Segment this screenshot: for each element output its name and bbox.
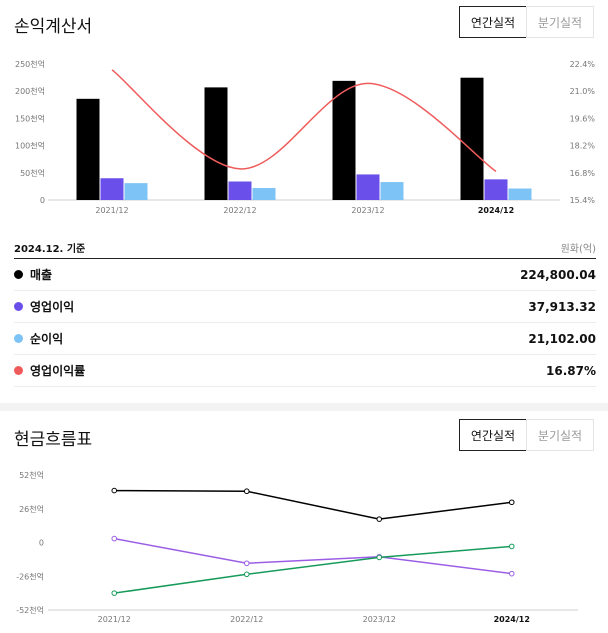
summary-value: 37,913.32 [528,299,596,314]
bar-0 [76,98,100,200]
y-axis-tick-label: 200천억 [15,86,45,96]
bar-2 [508,188,532,200]
cashflow-series-line-0 [114,489,512,520]
summary-value: 16.87% [546,363,596,378]
y-axis-tick-label: 150천억 [15,113,45,123]
cashflow-point [111,535,118,542]
section-divider [0,403,608,411]
summary-row-revenue: 매출 224,800.04 [14,259,596,291]
cashflow-chart: 52천억 26천억 0 -26천억 -52천억 2021/12 2022/12 2023/12… [16,470,578,624]
income-meta: 2024.12. 기준 원화(억) [14,236,596,258]
legend-dot [14,334,23,343]
operating-margin-line [111,69,497,173]
x-axis-tick-label: 2024/12 [494,615,530,624]
financial-summary-list: 매출 224,800.04 영업이익 37,913.32 순이익 21,102.… [14,259,596,387]
y2-axis-tick-label: 15.4% [570,196,596,205]
y-axis-tick-label: 100천억 [15,141,45,151]
y-axis-tick-label: -52천억 [16,605,44,615]
summary-rule [14,258,596,259]
cashflow-point [376,554,383,561]
cashflow-tab-annual[interactable]: 연간실적 [459,419,527,451]
x-axis-tick-label: 2022/12 [223,206,256,215]
cashflow-point [508,543,515,550]
x-axis-tick-label: 2024/12 [478,206,514,215]
cashflow-point [376,516,383,522]
x-axis-tick-label: 2023/12 [351,206,384,215]
bar-0 [332,80,356,200]
bar-0 [204,87,228,200]
y-axis-tick-label: 52천억 [19,470,44,480]
income-tab-group: 연간실적 분기실적 [459,6,594,38]
y-axis-tick-label: 0 [39,539,44,548]
bar-1 [356,174,380,200]
x-axis-tick-label: 2021/12 [98,615,131,624]
y2-axis-tick-label: 22.4% [570,60,596,69]
income-title: 손익계산서 [14,17,93,37]
summary-label: 영업이익 [30,300,75,314]
bar-2 [252,188,276,200]
summary-row-operating-margin: 영업이익률 16.87% [14,355,596,387]
y-axis-tick-label: -26천억 [16,571,44,581]
summary-value: 224,800.04 [520,267,596,282]
legend-dot [14,270,23,279]
cashflow-point [243,571,250,578]
bar-1 [484,179,508,200]
summary-label: 순이익 [30,332,64,346]
cashflow-series-line-1 [114,537,512,575]
x-axis-tick-label: 2021/12 [95,206,128,215]
cashflow-series-line-2 [114,545,512,594]
cashflow-point [508,570,515,577]
income-tab-quarterly[interactable]: 분기실적 [526,6,594,38]
bar-2 [380,182,404,200]
x-axis-tick-label: 2022/12 [230,615,263,624]
y2-axis-tick-label: 19.6% [570,114,596,123]
cashflow-point [243,560,250,567]
bar-2 [124,183,148,200]
y-axis-tick-label: 0 [40,196,45,205]
summary-row-operating-profit: 영업이익 37,913.32 [14,291,596,323]
y-axis-tick-label: 250천억 [15,59,45,69]
cashflow-point [111,487,118,494]
cashflow-point [508,499,515,506]
bar-0 [460,77,484,200]
summary-value: 21,102.00 [528,331,596,346]
cashflow-point [243,488,250,495]
summary-label: 영업이익률 [30,364,86,378]
x-axis-tick-label: 2023/12 [363,615,396,624]
summary-label: 매출 [30,268,53,282]
cashflow-tab-quarterly[interactable]: 분기실적 [526,419,594,451]
summary-row-net-income: 순이익 21,102.00 [14,323,596,355]
bar-1 [228,181,252,200]
y-axis-tick-label: 50천억 [20,168,45,178]
cashflow-point [111,590,118,596]
income-chart: 250천억 200천억 150천억 100천억 50천억 0 22.4% 21.0% 19.6%… [15,59,596,215]
cashflow-tab-group: 연간실적 분기실적 [459,419,594,451]
summary-date: 2024.12. 기준 [14,243,86,255]
y-axis-tick-label: 26천억 [19,504,44,514]
y2-axis-tick-label: 21.0% [570,87,596,96]
unit-label: 원화(억) [560,243,596,255]
cashflow-title: 현금흐름표 [14,430,93,450]
legend-dot [14,302,23,311]
y2-axis-tick-label: 16.8% [570,169,596,178]
legend-dot [14,366,23,375]
y2-axis-tick-label: 18.2% [570,142,596,151]
bar-1 [100,178,124,200]
